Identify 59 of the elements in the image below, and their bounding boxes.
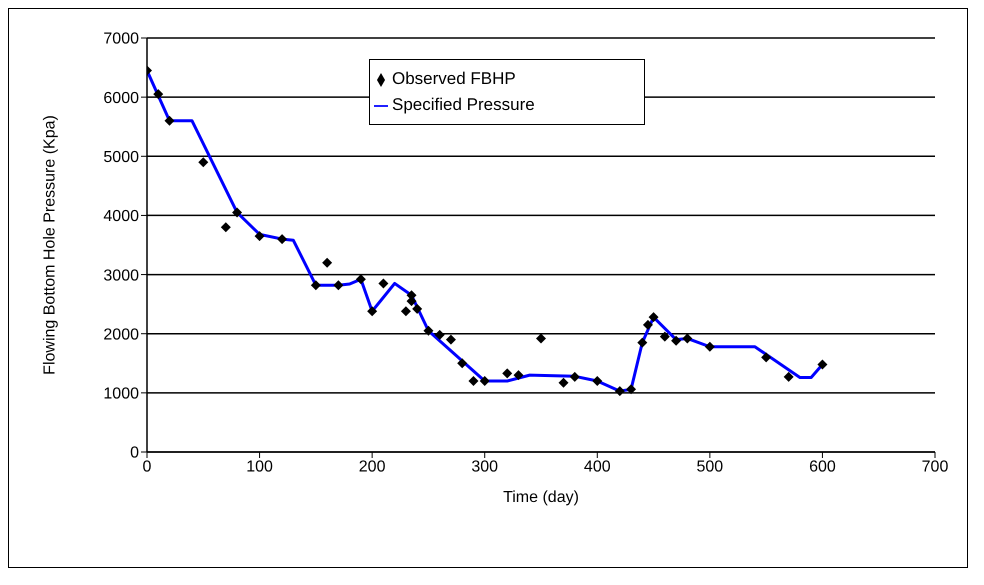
x-tick-label: 100: [246, 458, 274, 476]
point: [220, 222, 231, 232]
y-tick-label: 3000: [103, 267, 140, 284]
point: [412, 304, 422, 314]
point: [502, 368, 512, 378]
point: [513, 370, 524, 380]
point: [614, 386, 625, 396]
point: [648, 312, 659, 322]
y-tick-label: 5000: [103, 148, 140, 166]
legend-label: Observed FBHP: [392, 69, 516, 88]
x-tick-label: 500: [696, 458, 724, 476]
y-tick-label: 7000: [103, 30, 140, 48]
point: [592, 376, 602, 386]
point: [164, 116, 175, 126]
point: [637, 338, 648, 348]
point: [277, 234, 288, 244]
point: [626, 384, 636, 394]
point: [660, 332, 670, 342]
point: [468, 376, 478, 386]
point: [682, 333, 692, 344]
y-tick-label: 4000: [103, 208, 140, 226]
point: [558, 378, 569, 388]
point: [322, 258, 332, 268]
point: [817, 359, 828, 370]
point: [367, 306, 378, 316]
y-tick-label: 6000: [103, 90, 140, 107]
point: [232, 207, 242, 218]
y-tick-label: 1000: [103, 386, 140, 403]
point: [671, 336, 682, 346]
point: [761, 352, 772, 362]
x-tick-label: 300: [471, 458, 498, 476]
point: [642, 320, 653, 330]
point: [356, 274, 366, 284]
y-tick-label: 2000: [103, 326, 140, 344]
point: [704, 342, 715, 352]
y-tick-label: 0: [130, 444, 140, 462]
point: [570, 372, 580, 382]
point: [198, 157, 208, 168]
point: [446, 334, 456, 345]
point: [536, 333, 546, 344]
point: [378, 278, 388, 288]
point: [333, 280, 344, 290]
legend-label: Specified Pressure: [392, 95, 535, 114]
x-tick-label: 600: [809, 458, 836, 476]
x-tick-label: 200: [358, 458, 386, 476]
point: [457, 358, 468, 368]
y-axis-title: Flowing Bottom Hole Pressure (Kpa): [42, 115, 59, 375]
point: [784, 372, 794, 382]
point: [310, 280, 321, 290]
point: [434, 330, 445, 340]
point: [400, 306, 411, 316]
point: [423, 326, 434, 336]
x-axis-title: Time (day): [503, 489, 579, 506]
x-tick-label: 400: [584, 458, 611, 476]
point: [480, 376, 490, 386]
x-tick-label: 700: [922, 458, 948, 476]
point: [254, 231, 265, 242]
point: [153, 89, 164, 100]
x-tick-label: 0: [142, 458, 152, 476]
